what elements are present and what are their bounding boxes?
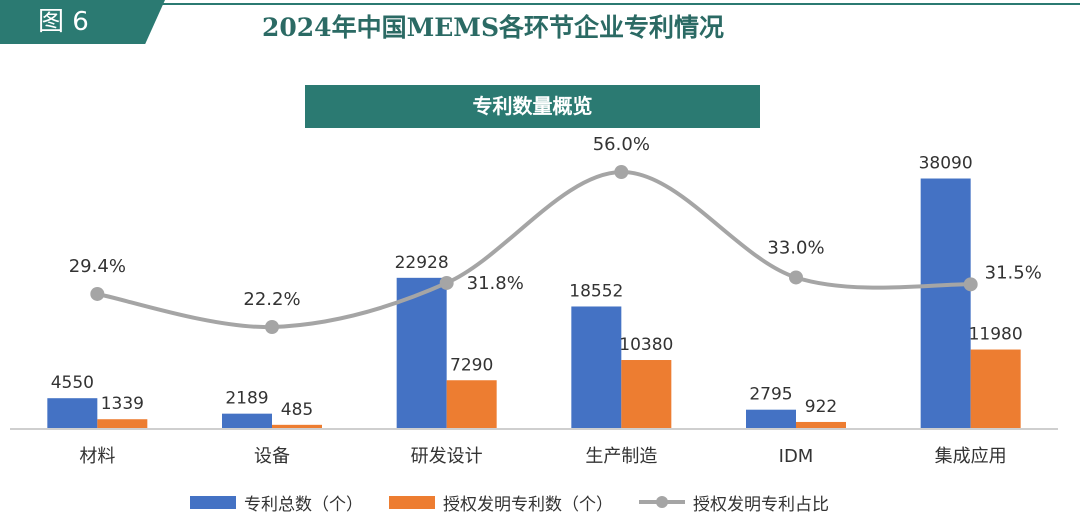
legend-item-granted: 授权发明专利数（个） — [389, 490, 613, 515]
x-tick-label-3: 生产制造 — [585, 446, 657, 467]
bar-total-1 — [222, 413, 272, 428]
x-tick-label-5: 集成应用 — [935, 446, 1007, 467]
legend-item-total: 专利总数（个） — [190, 490, 363, 515]
page-title: 2024年中国MEMS各环节企业专利情况 — [262, 13, 725, 42]
ratio-point-2 — [439, 275, 454, 290]
header-rule — [150, 3, 1080, 5]
data-label-granted-5: 11980 — [969, 325, 1023, 345]
ratio-label-5: 31.5% — [985, 262, 1042, 283]
ratio-point-3 — [614, 165, 629, 179]
legend-swatch-granted — [389, 495, 435, 509]
legend-swatch-total — [190, 495, 236, 509]
chart-subtitle: 专利数量概览 — [305, 85, 760, 128]
ratio-label-3: 56.0% — [593, 134, 650, 155]
ratio-point-1 — [265, 320, 279, 334]
data-label-granted-2: 7290 — [450, 355, 493, 375]
legend-label-granted: 授权发明专利数（个） — [443, 494, 613, 515]
legend-label-total: 专利总数（个） — [244, 494, 363, 515]
data-label-granted-4: 922 — [805, 397, 837, 417]
bar-granted-5 — [970, 349, 1021, 428]
ratio-line — [96, 169, 971, 330]
bar-total-3 — [571, 306, 622, 428]
ratio-point-4 — [789, 270, 803, 285]
bar-granted-1 — [272, 424, 322, 428]
legend-label-ratio: 授权发明专利占比 — [693, 494, 829, 515]
data-label-total-5: 38090 — [919, 154, 973, 174]
data-label-granted-1: 485 — [281, 400, 313, 420]
data-label-granted-0: 1339 — [101, 394, 144, 414]
ratio-point-5 — [963, 277, 978, 292]
ratio-label-2: 31.8% — [467, 273, 524, 294]
x-tick-label-2: 研发设计 — [411, 446, 483, 467]
bar-granted-2 — [446, 380, 497, 428]
legend-item-ratio: 授权发明专利占比 — [639, 490, 829, 515]
bar-total-4 — [746, 409, 796, 428]
ratio-point-0 — [90, 286, 105, 301]
data-label-total-1: 2189 — [225, 389, 268, 409]
bar-total-0 — [47, 398, 98, 428]
data-label-total-2: 22928 — [395, 253, 449, 273]
legend-swatch-ratio — [639, 496, 685, 508]
ratio-label-0: 29.4% — [69, 256, 126, 277]
data-label-total-0: 4550 — [51, 373, 94, 393]
chart-legend: 专利总数（个） 授权发明专利数（个） 授权发明专利占比 — [190, 490, 855, 515]
ratio-label-4: 33.0% — [767, 237, 824, 258]
x-tick-label-0: 材料 — [79, 446, 115, 467]
data-label-total-3: 18552 — [569, 281, 623, 301]
bar-total-2 — [396, 277, 447, 428]
bar-granted-3 — [621, 360, 672, 428]
bar-granted-4 — [796, 421, 846, 428]
bar-total-5 — [920, 178, 971, 428]
ratio-label-1: 22.2% — [243, 289, 300, 310]
data-label-total-4: 2795 — [749, 385, 792, 405]
figure-tag: 图 6 — [0, 0, 165, 44]
data-label-granted-3: 10380 — [619, 335, 673, 355]
x-tick-label-1: 设备 — [254, 446, 290, 467]
bar-granted-0 — [97, 419, 148, 428]
x-tick-label-4: IDM — [779, 446, 814, 467]
